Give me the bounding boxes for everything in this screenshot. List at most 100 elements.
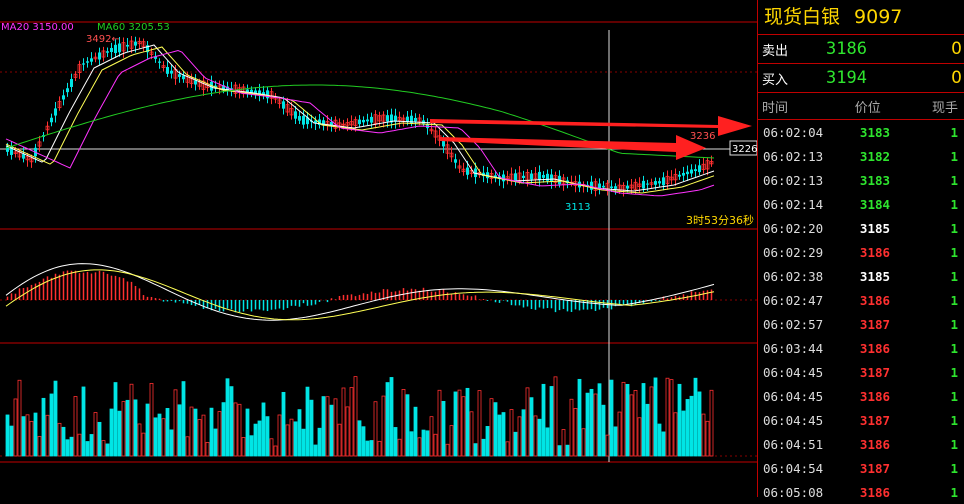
candle-body — [306, 117, 309, 125]
trade-time: 06:03:44 — [763, 340, 824, 356]
volume-bar — [209, 407, 214, 457]
volume-bar — [513, 431, 518, 457]
volume-bar — [237, 403, 242, 457]
trade-time: 06:04:51 — [763, 436, 824, 452]
trade-volume: 1 — [950, 436, 958, 452]
volume-bar — [97, 421, 102, 457]
candle-body — [98, 52, 101, 60]
trade-row: 06:04:51 3186 1 — [758, 432, 964, 456]
volume-bar — [409, 431, 414, 457]
volume-bar — [589, 388, 594, 457]
volume-bar — [585, 392, 590, 457]
volume-bar — [81, 386, 86, 457]
volume-header: 现手 — [931, 100, 958, 116]
candle-body — [366, 119, 369, 122]
volume-bar — [521, 409, 526, 457]
trade-volume: 1 — [950, 412, 958, 428]
kline-chart[interactable]: MA20 3150.00 MA60 3205.53 3492← 3113 323… — [0, 0, 758, 497]
candle-body — [358, 119, 361, 125]
countdown-timer: 3时53分36秒 — [686, 213, 754, 227]
trade-row: 06:04:45 3186 1 — [758, 384, 964, 408]
candle-body — [258, 90, 261, 96]
trade-price: 3187 — [859, 316, 891, 332]
candle-body — [454, 159, 457, 163]
candle-body — [410, 115, 413, 124]
volume-bar — [249, 435, 254, 457]
volume-bar — [597, 383, 602, 457]
candle-body — [669, 176, 674, 181]
candle-body — [137, 40, 142, 45]
volume-bar — [417, 437, 422, 457]
volume-bar — [45, 414, 50, 457]
candle-body — [345, 122, 350, 126]
red-arrow-upper — [430, 116, 752, 136]
volume-bar — [137, 423, 142, 457]
candle-body — [314, 120, 317, 123]
trade-row: 06:02:47 3186 1 — [758, 288, 964, 312]
candle-body — [690, 169, 693, 174]
trade-volume: 1 — [950, 388, 958, 404]
sell-count: 0 — [951, 39, 962, 59]
candle-body — [189, 77, 194, 85]
volume-bar — [17, 379, 22, 457]
candle-body — [149, 51, 154, 55]
volume-bar — [657, 423, 662, 457]
volume-bar — [365, 440, 370, 457]
candle-body — [178, 74, 181, 77]
candle-body — [373, 114, 378, 124]
trade-row: 06:02:04 3183 1 — [758, 120, 964, 144]
trade-row: 06:04:45 3187 1 — [758, 360, 964, 384]
volume-bar — [37, 436, 42, 457]
buy-quote-row[interactable]: 买入 3194 0 — [758, 64, 964, 92]
volume-bar — [545, 427, 550, 457]
candle-body — [29, 157, 34, 163]
volume-bar — [213, 428, 218, 457]
volume-bar — [593, 393, 598, 457]
trade-time: 06:04:45 — [763, 388, 824, 404]
price-tag: 3226 — [732, 144, 757, 155]
trades-list[interactable]: 06:02:04 3183 1 06:02:13 3182 1 06:02:13 3183 1 0… — [758, 120, 964, 504]
volume-bar — [557, 445, 562, 457]
divider — [758, 92, 964, 93]
candle-body — [73, 73, 78, 78]
trade-volume: 1 — [950, 484, 958, 500]
volume-bar — [245, 408, 250, 457]
candle-body — [698, 165, 701, 173]
candle-body — [201, 80, 206, 90]
candle-body — [602, 185, 605, 188]
volume-bar — [525, 387, 530, 457]
volume-bar — [489, 398, 494, 457]
candle-body — [617, 184, 622, 191]
volume-bar — [477, 390, 482, 457]
volume-bar — [581, 428, 586, 457]
volume-bar — [677, 383, 682, 457]
candle-body — [654, 181, 657, 185]
divider — [758, 63, 964, 64]
candle-body — [442, 139, 445, 147]
volume-bar — [649, 386, 654, 457]
candle-body — [166, 67, 169, 74]
candle-body — [121, 42, 126, 52]
candle-body — [694, 169, 697, 172]
volume-bar — [273, 445, 278, 457]
volume-bar — [457, 389, 462, 457]
volume-bar — [433, 433, 438, 457]
volume-bar — [165, 408, 170, 457]
candle-body — [370, 116, 373, 123]
candle-body — [629, 184, 634, 189]
candle-body — [538, 171, 541, 181]
candle-body — [134, 41, 137, 46]
kline-chart-area[interactable]: MA20 3150.00 MA60 3205.53 3492← 3113 323… — [0, 0, 758, 497]
candle-body — [514, 173, 517, 182]
candle-body — [62, 95, 65, 100]
candle-body — [269, 91, 274, 99]
candle-body — [377, 115, 382, 122]
candle-body — [333, 119, 338, 129]
candle-body — [414, 117, 417, 122]
trades-header: 时间 价位 现手 — [758, 93, 964, 120]
trade-volume: 1 — [950, 196, 958, 212]
volume-bar — [145, 403, 150, 457]
volume-bar — [369, 440, 374, 457]
sell-quote-row[interactable]: 卖出 3186 0 — [758, 35, 964, 63]
candle-body — [185, 75, 190, 83]
